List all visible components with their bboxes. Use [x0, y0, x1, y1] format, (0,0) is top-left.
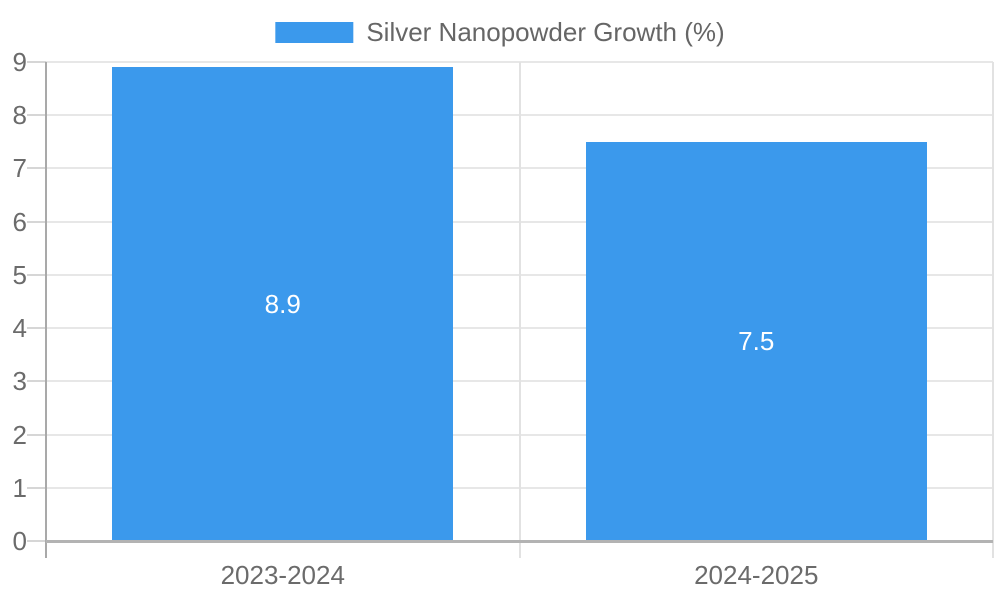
y-tick: [27, 273, 46, 276]
y-tick-label: 6: [12, 206, 27, 237]
x-category-label: 2024-2025: [694, 560, 819, 590]
y-tick-label: 8: [12, 100, 27, 131]
bar-value-label: 7.5: [738, 325, 775, 356]
y-tick-label: 1: [12, 472, 27, 503]
y-tick: [27, 540, 46, 542]
legend-swatch: [275, 21, 354, 43]
y-tick: [27, 327, 46, 330]
y-tick: [27, 433, 46, 436]
bar-value-label: 8.9: [264, 288, 301, 319]
bar: 8.9: [112, 67, 454, 541]
y-tick-label: 4: [12, 313, 27, 344]
bar: 7.5: [585, 141, 927, 541]
y-tick: [27, 114, 46, 117]
y-tick-label: 3: [12, 366, 27, 397]
y-tick-label: 7: [12, 153, 27, 184]
legend-label: Silver Nanopowder Growth (%): [366, 16, 725, 47]
y-tick-label: 0: [12, 526, 27, 556]
y-tick-label: 5: [12, 259, 27, 290]
category-boundary-line: [992, 62, 994, 558]
y-tick: [27, 167, 46, 170]
y-tick-label: 9: [12, 47, 27, 77]
y-tick-label: 2: [12, 419, 27, 450]
y-tick: [27, 380, 46, 383]
category-boundary-line: [518, 62, 521, 558]
legend-item[interactable]: Silver Nanopowder Growth (%): [275, 16, 725, 47]
y-axis-line: [45, 62, 47, 558]
y-tick: [27, 61, 46, 63]
y-tick: [27, 486, 46, 489]
x-axis-line: [46, 540, 993, 543]
y-tick: [27, 220, 46, 223]
x-category-label: 2023-2024: [220, 560, 345, 590]
